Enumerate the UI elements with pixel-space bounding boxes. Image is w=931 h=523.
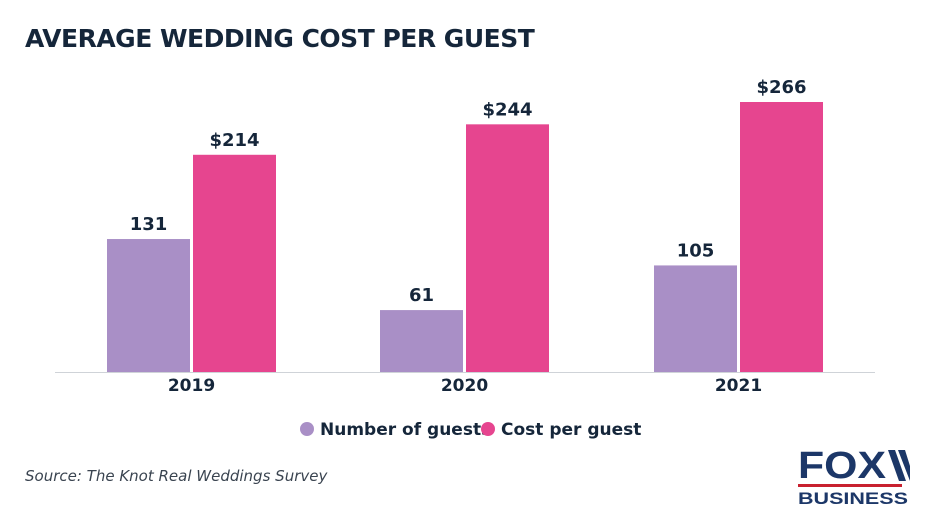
data-label: $214	[209, 130, 259, 151]
svg-text:BUSINESS: BUSINESS	[798, 489, 908, 506]
data-label: 61	[409, 285, 434, 306]
chart-title: AVERAGE WEDDING COST PER GUEST	[25, 24, 535, 53]
bar-number-of-guests-2020	[380, 310, 463, 372]
legend-marker	[300, 422, 314, 436]
svg-text:FOX: FOX	[798, 448, 887, 487]
x-tick-label: 2020	[441, 376, 488, 396]
source-note: Source: The Knot Real Weddings Survey	[25, 467, 328, 485]
data-label: $266	[756, 77, 806, 98]
bar-cost-per-guest-2021	[740, 102, 823, 372]
bar-cost-per-guest-2020	[466, 124, 549, 372]
bar-cost-per-guest-2019	[193, 154, 276, 372]
data-label: 131	[130, 214, 168, 235]
x-tick-label: 2019	[168, 376, 215, 396]
data-label: 105	[677, 240, 715, 261]
bar-number-of-guests-2019	[107, 239, 190, 372]
data-label: $244	[482, 99, 532, 120]
legend-marker	[481, 422, 495, 436]
legend-label: Number of guests	[320, 420, 491, 440]
x-tick-label: 2021	[715, 376, 762, 396]
bar-number-of-guests-2021	[654, 265, 737, 372]
fox-business-logo: FOX BUSINESS	[798, 448, 910, 506]
legend-label: Cost per guest	[501, 420, 641, 440]
